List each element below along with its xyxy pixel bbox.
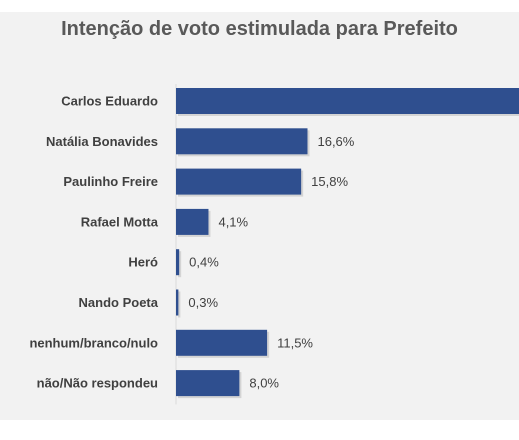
bar-6 [176,329,268,356]
data-label: 8,0% [249,376,279,391]
data-label: 16,6% [317,134,354,149]
category-label: Paulinho Freire [63,174,158,189]
bar-1 [176,128,308,155]
data-label: 11,5% [277,335,313,350]
bar-2 [176,168,302,195]
category-label: Nando Poeta [79,295,159,310]
category-label: Natália Bonavides [46,134,158,149]
bar-7 [176,370,240,397]
category-label: nenhum/branco/nulo [29,335,158,350]
category-label: Heró [128,255,158,270]
bar-5 [176,289,179,316]
category-label: Carlos Eduardo [61,94,158,109]
bar-4 [176,249,180,276]
data-label: 15,8% [311,174,348,189]
data-label: 4,1% [218,214,248,229]
bar-shadow [178,291,181,318]
category-label: não/Não respondeu [37,376,158,391]
bar-3 [176,208,209,235]
data-label: 0,4% [189,255,219,270]
chart-title: Intenção de voto estimulada para Prefeit… [61,18,458,40]
data-label: 0,3% [188,295,218,310]
bar-0 [176,88,519,114]
bar-shadow [178,251,182,278]
category-label: Rafael Motta [81,214,159,229]
